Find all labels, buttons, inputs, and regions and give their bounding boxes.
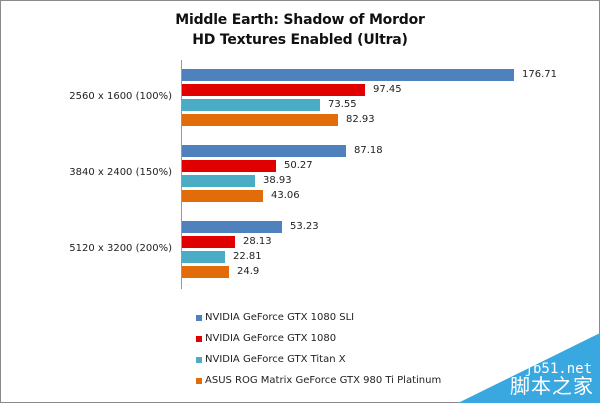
bar — [182, 69, 514, 81]
category-label: 5120 x 3200 (200%) — [69, 243, 172, 254]
data-label: 87.18 — [354, 145, 383, 156]
bar — [182, 175, 255, 187]
watermark-domain: jb51.net — [524, 361, 592, 377]
bar — [182, 221, 282, 233]
bar — [182, 190, 263, 202]
legend-label: ASUS ROG Matrix GeForce GTX 980 Ti Plati… — [205, 375, 442, 386]
watermark-site-name: 脚本之家 — [510, 374, 594, 398]
bar — [182, 160, 276, 172]
legend-item: NVIDIA GeForce GTX 1080 SLI — [196, 312, 354, 323]
legend-swatch-icon — [196, 356, 202, 363]
legend-label: NVIDIA GeForce GTX 1080 — [205, 333, 337, 344]
data-label: 43.06 — [271, 190, 300, 201]
data-label: 73.55 — [328, 99, 357, 110]
bar — [182, 251, 225, 263]
data-label: 24.9 — [237, 266, 260, 277]
legend-label: NVIDIA GeForce GTX Titan X — [205, 354, 346, 365]
data-label: 82.93 — [346, 114, 375, 125]
data-label: 97.45 — [373, 84, 402, 95]
bar — [182, 99, 320, 111]
data-label: 28.13 — [243, 236, 272, 247]
legend-swatch-icon — [196, 335, 202, 342]
legend-item: NVIDIA GeForce GTX Titan X — [196, 354, 346, 365]
chart-title-line1: Middle Earth: Shadow of Mordor — [175, 12, 425, 28]
legend-item: NVIDIA GeForce GTX 1080 — [196, 333, 336, 344]
category-axis — [181, 60, 182, 289]
data-label: 22.81 — [233, 251, 262, 262]
legend-label: NVIDIA GeForce GTX 1080 SLI — [205, 312, 355, 323]
legend-item: ASUS ROG Matrix GeForce GTX 980 Ti Plati… — [196, 375, 441, 386]
chart-subtitle: HD Textures Enabled (Ultra) — [192, 32, 408, 48]
data-label: 38.93 — [263, 175, 292, 186]
category-label: 2560 x 1600 (100%) — [69, 91, 172, 102]
legend-swatch-icon — [196, 314, 202, 321]
legend-swatch-icon — [196, 377, 202, 384]
data-label: 176.71 — [522, 69, 557, 80]
bar — [182, 236, 235, 248]
chart-title: Middle Earth: Shadow of Mordor HD Textur… — [0, 10, 600, 50]
category-label: 3840 x 2400 (150%) — [69, 167, 172, 178]
data-label: 53.23 — [290, 221, 319, 232]
data-label: 50.27 — [284, 160, 313, 171]
bar — [182, 84, 365, 96]
bar — [182, 266, 229, 278]
bar — [182, 114, 338, 126]
bar — [182, 145, 346, 157]
